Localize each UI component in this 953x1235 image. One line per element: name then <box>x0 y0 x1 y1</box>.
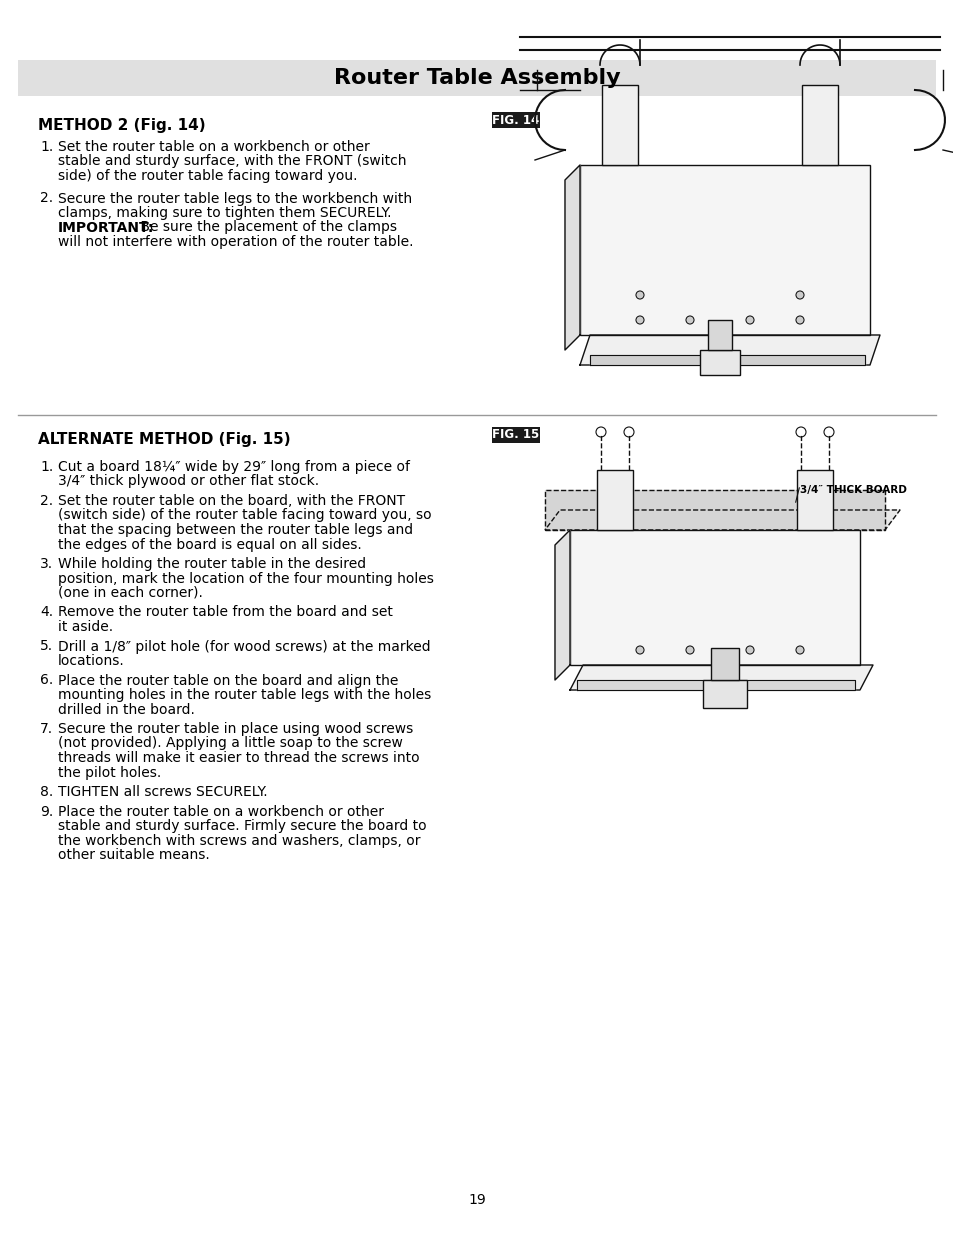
Bar <box>492 112 539 128</box>
Text: 2.: 2. <box>40 191 53 205</box>
Bar <box>801 85 837 165</box>
Text: the edges of the board is equal on all sides.: the edges of the board is equal on all s… <box>58 537 361 552</box>
Text: other suitable means.: other suitable means. <box>58 848 210 862</box>
Text: IMPORTANT:: IMPORTANT: <box>58 221 154 235</box>
Polygon shape <box>555 530 569 680</box>
Text: 7.: 7. <box>40 722 53 736</box>
Text: (switch side) of the router table facing toward you, so: (switch side) of the router table facing… <box>58 509 431 522</box>
Text: 8.: 8. <box>40 785 53 799</box>
Text: 5.: 5. <box>40 640 53 653</box>
Text: Place the router table on a workbench or other: Place the router table on a workbench or… <box>58 804 384 819</box>
Text: Drill a 1/8″ pilot hole (for wood screws) at the marked: Drill a 1/8″ pilot hole (for wood screws… <box>58 640 430 653</box>
Text: While holding the router table in the desired: While holding the router table in the de… <box>58 557 366 571</box>
Text: will not interfere with operation of the router table.: will not interfere with operation of the… <box>58 235 413 249</box>
Bar <box>579 165 869 335</box>
Text: Cut a board 18¼″ wide by 29″ long from a piece of: Cut a board 18¼″ wide by 29″ long from a… <box>58 459 410 474</box>
Text: 9.: 9. <box>40 804 53 819</box>
Text: 2.: 2. <box>40 494 53 508</box>
Text: that the spacing between the router table legs and: that the spacing between the router tabl… <box>58 522 413 537</box>
Text: mounting holes in the router table legs with the holes: mounting holes in the router table legs … <box>58 688 431 701</box>
Text: clamps, making sure to tighten them SECURELY.: clamps, making sure to tighten them SECU… <box>58 206 391 220</box>
Polygon shape <box>577 680 854 690</box>
Text: it aside.: it aside. <box>58 620 113 634</box>
Text: Secure the router table in place using wood screws: Secure the router table in place using w… <box>58 722 413 736</box>
Circle shape <box>636 316 643 324</box>
Polygon shape <box>569 664 872 690</box>
Text: Remove the router table from the board and set: Remove the router table from the board a… <box>58 605 393 620</box>
Circle shape <box>795 646 803 655</box>
Polygon shape <box>544 510 899 530</box>
Text: Place the router table on the board and align the: Place the router table on the board and … <box>58 673 398 688</box>
Text: Set the router table on the board, with the FRONT: Set the router table on the board, with … <box>58 494 405 508</box>
Polygon shape <box>589 354 864 366</box>
Polygon shape <box>564 165 579 350</box>
Text: 3/4″ THICK BOARD: 3/4″ THICK BOARD <box>800 485 906 495</box>
Circle shape <box>685 646 693 655</box>
Circle shape <box>636 291 643 299</box>
Polygon shape <box>579 335 879 366</box>
Text: (one in each corner).: (one in each corner). <box>58 585 203 600</box>
Text: ALTERNATE METHOD (Fig. 15): ALTERNATE METHOD (Fig. 15) <box>38 432 291 447</box>
Text: Be sure the placement of the clamps: Be sure the placement of the clamps <box>136 221 396 235</box>
Text: TIGHTEN all screws SECURELY.: TIGHTEN all screws SECURELY. <box>58 785 268 799</box>
Bar <box>569 530 859 664</box>
Text: stable and sturdy surface. Firmly secure the board to: stable and sturdy surface. Firmly secure… <box>58 819 426 832</box>
Text: METHOD 2 (Fig. 14): METHOD 2 (Fig. 14) <box>38 119 206 133</box>
Bar <box>702 680 746 708</box>
Text: FIG. 15: FIG. 15 <box>492 429 539 441</box>
Circle shape <box>795 291 803 299</box>
Text: 6.: 6. <box>40 673 53 688</box>
Bar <box>597 471 633 530</box>
Text: stable and sturdy surface, with the FRONT (switch: stable and sturdy surface, with the FRON… <box>58 154 406 168</box>
Text: 19: 19 <box>468 1193 485 1207</box>
Text: 3/4″ thick plywood or other flat stock.: 3/4″ thick plywood or other flat stock. <box>58 474 319 489</box>
Text: the workbench with screws and washers, clamps, or: the workbench with screws and washers, c… <box>58 834 420 847</box>
Text: Set the router table on a workbench or other: Set the router table on a workbench or o… <box>58 140 370 154</box>
Bar <box>700 350 740 375</box>
Bar <box>492 427 539 443</box>
Text: drilled in the board.: drilled in the board. <box>58 703 194 716</box>
Bar <box>796 471 832 530</box>
Bar <box>601 85 638 165</box>
Text: the pilot holes.: the pilot holes. <box>58 766 161 779</box>
Circle shape <box>745 646 753 655</box>
Circle shape <box>636 646 643 655</box>
Text: 1.: 1. <box>40 459 53 474</box>
Text: FIG. 14: FIG. 14 <box>492 114 539 126</box>
Circle shape <box>795 316 803 324</box>
Circle shape <box>745 316 753 324</box>
Text: side) of the router table facing toward you.: side) of the router table facing toward … <box>58 169 357 183</box>
Text: 1.: 1. <box>40 140 53 154</box>
Text: Secure the router table legs to the workbench with: Secure the router table legs to the work… <box>58 191 412 205</box>
Text: 3.: 3. <box>40 557 53 571</box>
Bar <box>710 648 739 680</box>
Text: Router Table Assembly: Router Table Assembly <box>334 68 619 88</box>
Text: threads will make it easier to thread the screws into: threads will make it easier to thread th… <box>58 751 419 764</box>
Text: (not provided). Applying a little soap to the screw: (not provided). Applying a little soap t… <box>58 736 402 751</box>
Text: locations.: locations. <box>58 655 125 668</box>
Text: 4.: 4. <box>40 605 53 620</box>
Text: position, mark the location of the four mounting holes: position, mark the location of the four … <box>58 572 434 585</box>
Bar <box>707 320 731 350</box>
Polygon shape <box>544 490 884 530</box>
Bar <box>18 61 935 96</box>
Circle shape <box>685 316 693 324</box>
